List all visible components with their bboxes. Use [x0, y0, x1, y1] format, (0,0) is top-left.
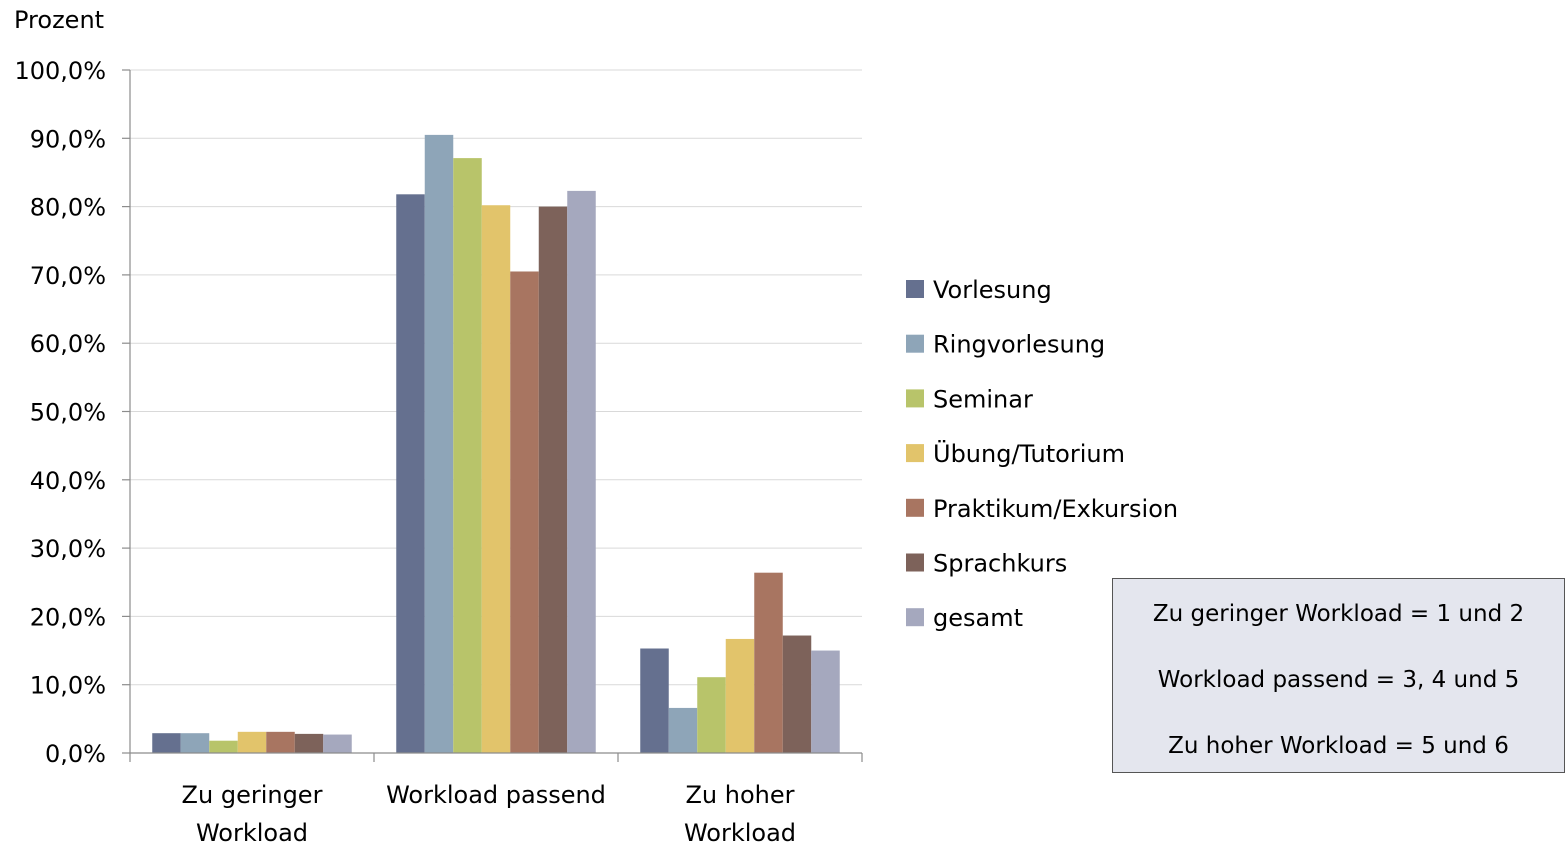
- bar-gesamt-0: [323, 734, 352, 753]
- definition-note-box: Zu geringer Workload = 1 und 2 Workload …: [1112, 578, 1565, 773]
- legend-swatch: [906, 498, 924, 517]
- y-tick-label: 50,0%: [30, 399, 106, 427]
- bar-ringvorlesung-0: [180, 733, 210, 753]
- bar-praktikum-exkursion-1: [510, 271, 539, 753]
- y-tick-label: 20,0%: [30, 603, 106, 631]
- legend: Vorlesung Ringvorlesung Seminar Übung/Tutor…: [906, 276, 1178, 632]
- y-tick-label: 10,0%: [30, 672, 106, 700]
- legend-swatch: [906, 553, 924, 572]
- legend-label: Seminar: [933, 385, 1033, 413]
- bar-ringvorlesung-2: [668, 707, 698, 753]
- bar-sprachkurs-2: [782, 635, 812, 753]
- x-tick-label: Workload passend: [386, 781, 606, 809]
- legend-label: Praktikum/Exkursion: [933, 495, 1178, 523]
- y-tick-labels: 0,0% 10,0% 20,0% 30,0% 40,0% 50,0% 60,0% 70,0% 8…: [14, 57, 106, 768]
- y-tick-label: 40,0%: [30, 467, 106, 495]
- bars: [152, 134, 840, 754]
- axes: [122, 69, 863, 762]
- x-tick-label: Zu hoher: [685, 781, 794, 809]
- bar-praktikum-exkursion-2: [754, 572, 783, 753]
- legend-label: Ringvorlesung: [933, 331, 1105, 359]
- y-tick-label: 60,0%: [30, 330, 106, 358]
- bar-seminar-0: [209, 740, 238, 753]
- note-line-low: Zu geringer Workload = 1 und 2: [1152, 601, 1525, 627]
- bar-vorlesung-1: [396, 194, 425, 753]
- bar-vorlesung-0: [152, 733, 181, 753]
- legend-swatch: [906, 389, 924, 408]
- legend-swatch: [906, 334, 924, 353]
- y-tick-label: 30,0%: [30, 535, 106, 563]
- bar-ringvorlesung-1: [424, 134, 454, 753]
- x-tick-labels: Zu geringer Workload Workload passend Zu ho…: [182, 781, 796, 847]
- bar--bung-tutorium-2: [725, 638, 755, 753]
- bar-gesamt-2: [811, 650, 840, 753]
- bar--bung-tutorium-1: [481, 205, 511, 753]
- x-tick-label: Workload: [684, 819, 796, 847]
- legend-swatch: [906, 444, 924, 463]
- y-tick-label: 90,0%: [30, 125, 106, 153]
- bar-vorlesung-2: [640, 648, 669, 753]
- y-tick-label: 80,0%: [30, 194, 106, 222]
- x-tick-label: Zu geringer: [182, 781, 323, 809]
- bar-gesamt-1: [567, 190, 596, 754]
- bar-praktikum-exkursion-0: [266, 731, 295, 753]
- bar-sprachkurs-0: [294, 733, 324, 753]
- bar-seminar-1: [453, 158, 482, 753]
- bar-seminar-2: [697, 677, 726, 753]
- bar--bung-tutorium-0: [237, 731, 267, 753]
- legend-swatch: [906, 608, 924, 627]
- legend-label: Sprachkurs: [933, 550, 1067, 578]
- x-tick-label: Workload: [196, 819, 308, 847]
- y-axis-title: Prozent: [14, 6, 104, 34]
- legend-label: Vorlesung: [933, 276, 1052, 304]
- y-tick-label: 70,0%: [30, 262, 106, 290]
- y-tick-label: 0,0%: [45, 740, 106, 768]
- legend-label: gesamt: [933, 604, 1023, 632]
- note-line-high: Zu hoher Workload = 5 und 6: [1168, 733, 1509, 759]
- bar-sprachkurs-1: [538, 206, 568, 754]
- note-line-fit: Workload passend = 3, 4 und 5: [1157, 667, 1520, 693]
- y-tick-label: 100,0%: [14, 57, 106, 85]
- legend-swatch: [906, 280, 924, 298]
- legend-label: Übung/Tutorium: [933, 439, 1125, 468]
